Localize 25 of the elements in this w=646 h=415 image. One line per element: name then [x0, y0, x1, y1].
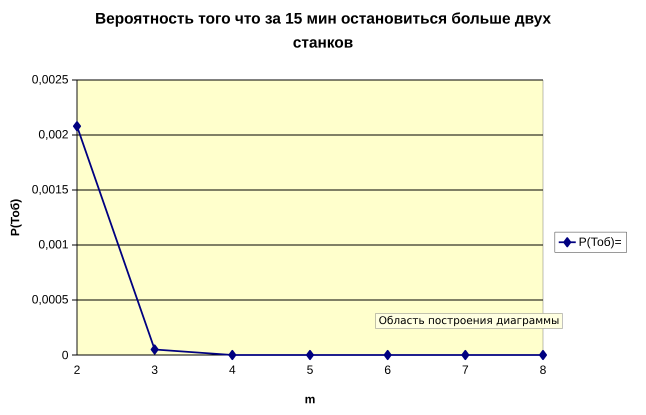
- x-tick-label: 7: [462, 366, 468, 374]
- point: [72, 121, 82, 132]
- annotation: Область построения диаграммы: [379, 316, 558, 326]
- y-tick-label: 0,0025: [32, 75, 68, 85]
- point: [384, 350, 392, 360]
- x-tick-label: 4: [229, 366, 236, 374]
- chart-title: Вероятность того что за 15 мин остановиться больше двух станков: [96, 12, 551, 48]
- point: [461, 350, 470, 360]
- y-tick-label: 0,0015: [32, 185, 68, 195]
- x-tick-label: 6: [384, 366, 390, 374]
- y-tick-label: 0,0005: [32, 295, 68, 305]
- legend-label: P(Тоб)=: [580, 237, 622, 248]
- x-tick-label: 2: [74, 366, 80, 374]
- x-tick-label: 8: [540, 366, 546, 374]
- y-tick-label: 0,002: [38, 130, 68, 140]
- y-tick-label: 0,001: [38, 240, 68, 250]
- x-tick-label: 3: [152, 366, 158, 374]
- point: [150, 344, 159, 355]
- y-axis-title: P(Тоб): [10, 199, 22, 236]
- point: [228, 350, 236, 360]
- point: [306, 350, 314, 360]
- x-tick-label: 5: [307, 366, 313, 374]
- x-axis-title: m: [305, 396, 315, 404]
- point: [538, 350, 548, 360]
- y-tick-label: 0: [62, 350, 68, 360]
